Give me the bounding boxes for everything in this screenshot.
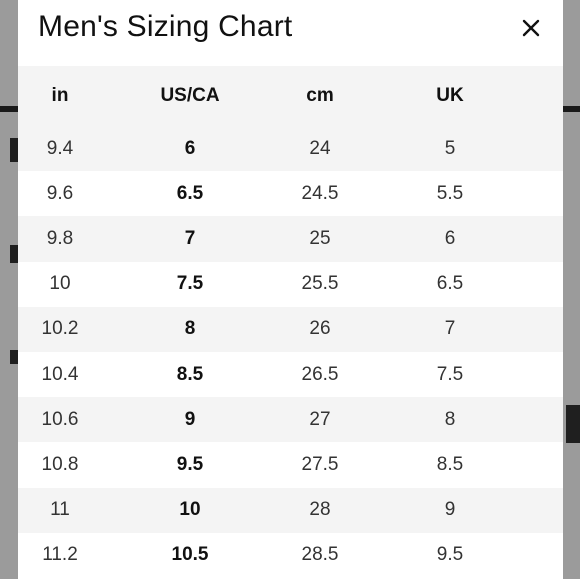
cell-uk: 8: [444, 408, 456, 430]
cell-cm: 24: [309, 137, 331, 159]
cell-uk: 6.5: [436, 273, 464, 295]
cell-uk: 9: [444, 499, 456, 521]
cell-uk: 8.5: [436, 453, 464, 475]
cell-cm: 26: [309, 318, 331, 340]
column-header-in: in: [51, 85, 69, 106]
cell-cm: 26.5: [301, 363, 339, 385]
cell-uk: 7.5: [436, 363, 464, 385]
cell-us-ca: 10: [179, 499, 201, 521]
table-row: 10 7.5 25.5 6.5: [18, 261, 563, 307]
modal-title: Men's Sizing Chart: [38, 10, 293, 43]
cell-in: 10.6: [41, 408, 79, 430]
column-header-us-ca: US/CA: [160, 85, 220, 106]
cell-in: 9.6: [46, 182, 74, 204]
column-header-cm: cm: [306, 85, 334, 106]
cell-in: 11: [50, 499, 70, 521]
cell-in: 9.4: [46, 137, 74, 159]
cell-in: 9.8: [46, 227, 74, 249]
cell-in: 10.8: [41, 453, 79, 475]
background-fragment: [10, 245, 18, 263]
cell-us-ca: 8: [184, 318, 196, 340]
cell-us-ca: 8.5: [176, 363, 204, 385]
cell-us-ca: 7: [184, 227, 196, 249]
background-fragment: [10, 138, 18, 162]
cell-in: 10.2: [41, 318, 79, 340]
table-row: 11.2 10.5 28.5 9.5: [18, 532, 563, 578]
cell-uk: 5.5: [436, 182, 464, 204]
table-row: 10.4 8.5 26.5 7.5: [18, 351, 563, 398]
cell-uk: 7: [444, 318, 456, 340]
cell-us-ca: 10.5: [171, 544, 209, 566]
cell-cm: 24.5: [301, 182, 339, 204]
cell-cm: 28: [309, 499, 331, 521]
cell-cm: 27.5: [301, 453, 339, 475]
table-row: 11 10 28 9: [18, 487, 563, 533]
cell-us-ca: 9: [184, 408, 196, 430]
table-row: 10.8 9.5 27.5 8.5: [18, 442, 563, 488]
cell-cm: 25: [309, 227, 331, 249]
cell-cm: 27: [309, 408, 331, 430]
table-row: 10.6 9 27 8: [18, 397, 563, 443]
cell-uk: 9.5: [436, 544, 464, 566]
cell-uk: 5: [444, 137, 456, 159]
background-fragment: [10, 350, 18, 364]
cell-in: 10: [49, 273, 71, 295]
cell-us-ca: 6.5: [176, 182, 204, 204]
cell-uk: 6: [444, 227, 456, 249]
column-header-uk: UK: [436, 85, 464, 106]
cell-in: 10.4: [41, 363, 79, 385]
table-row: 10.2 8 26 7: [18, 306, 563, 352]
background-fragment: [566, 405, 580, 443]
table-header-row: in US/CA cm UK: [18, 66, 563, 126]
table-row: 9.6 6.5 24.5 5.5: [18, 171, 563, 217]
sizing-table: in US/CA cm UK 9.4 6 24 5 9.6 6.5 24.5 5.5 9.8 7 2…: [18, 66, 563, 578]
sizing-chart-modal: Men's Sizing Chart in US/CA cm UK 9.4 6 24…: [18, 0, 563, 579]
close-icon: [522, 19, 540, 37]
cell-us-ca: 7.5: [176, 273, 204, 295]
cell-cm: 28.5: [301, 544, 339, 566]
table-row: 9.8 7 25 6: [18, 216, 563, 262]
cell-cm: 25.5: [301, 273, 339, 295]
cell-us-ca: 6: [184, 137, 196, 159]
cell-in: 11.2: [42, 544, 78, 566]
close-button[interactable]: [517, 14, 545, 42]
table-row: 9.4 6 24 5: [18, 126, 563, 172]
cell-us-ca: 9.5: [176, 453, 204, 475]
modal-header: Men's Sizing Chart: [18, 0, 563, 66]
